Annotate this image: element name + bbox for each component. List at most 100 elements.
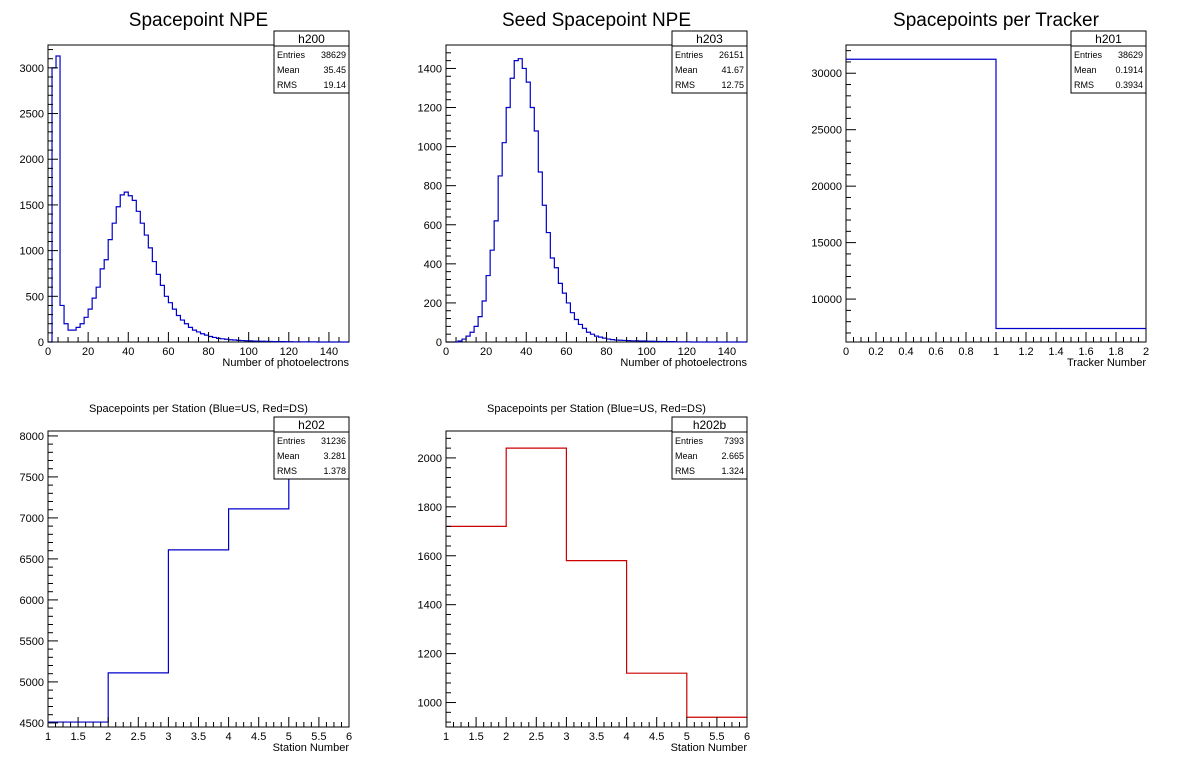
y-tick-label: 800 [424,181,442,193]
y-tick-label: 0 [38,337,44,349]
stats-row-value: 1.324 [721,466,744,476]
stats-row-label: RMS [675,466,695,476]
x-tick-label: 100 [637,346,655,358]
stats-row-label: Entries [675,436,704,446]
x-tick-label: 1 [993,346,999,358]
stats-row-value: 19.14 [323,80,346,90]
x-tick-label: 80 [600,346,612,358]
y-tick-label: 25000 [811,125,842,137]
y-tick-label: 3000 [20,63,44,75]
histogram-line [446,58,747,343]
y-tick-label: 200 [424,298,442,310]
x-tick-label: 2 [105,731,111,743]
stats-box-frame [671,30,748,94]
stats-row-value: 26151 [719,50,744,60]
stats-box-frame [273,416,350,480]
stats-row-value: 38629 [321,50,346,60]
x-tick-label: 3 [563,731,569,743]
y-tick-label: 15000 [811,238,842,250]
stats-row-label: RMS [277,80,297,90]
x-tick-label: 2 [1143,346,1149,358]
stats-row-value: 12.75 [721,80,744,90]
y-tick-label: 2000 [418,453,442,465]
y-tick-label: 1000 [20,246,44,258]
x-axis-label: Number of photoelectrons [222,357,349,369]
x-tick-label: 1 [45,731,51,743]
x-tick-label: 1.4 [1048,346,1063,358]
y-tick-label: 600 [424,220,442,232]
x-tick-label: 2.5 [529,731,544,743]
stats-row-value: 3.281 [323,451,346,461]
stats-box-name: h202b [693,418,727,432]
y-tick-label: 1400 [418,63,442,75]
x-tick-label: 6 [744,731,750,743]
stats-box: h200 Entries 38629 Mean 35.45 RMS 19.14 [273,30,350,94]
stats-row-label: RMS [1074,80,1094,90]
stats-row-label: Entries [277,50,306,60]
stats-row-label: Entries [675,50,704,60]
x-tick-label: 120 [678,346,696,358]
histogram-line [846,58,1146,330]
y-tick-label: 1800 [418,502,442,514]
x-tick-label: 120 [280,346,298,358]
stats-row-value: 38629 [1118,50,1143,60]
panel-h200: Spacepoint NPE 0 20 40 60 80 100 120 140 0 500 1000… [0,0,398,386]
stats-box: h201 Entries 38629 Mean 0.1914 RMS 0.3934 [1070,30,1147,94]
x-tick-label: 40 [520,346,532,358]
x-axis-label: Tracker Number [1067,357,1146,369]
stats-row-value: 7393 [724,436,744,446]
stats-box-name: h202 [298,418,325,432]
y-tick-label: 20000 [811,181,842,193]
chart-title: Spacepoints per Station (Blue=US, Red=DS… [487,403,706,415]
stats-row-value: 0.3934 [1115,80,1143,90]
x-tick-label: 20 [82,346,94,358]
stats-row-label: Mean [1074,65,1097,75]
x-tick-label: 4.5 [649,731,664,743]
stats-row-value: 35.45 [323,65,346,75]
x-tick-label: 6 [346,731,352,743]
y-tick-label: 7000 [20,513,44,525]
x-tick-label: 0.8 [958,346,973,358]
stats-row-label: RMS [277,466,297,476]
x-tick-label: 0 [443,346,449,358]
y-tick-label: 4500 [20,718,44,730]
x-tick-label: 1.8 [1108,346,1123,358]
x-tick-label: 4 [226,731,232,743]
x-tick-label: 5 [684,731,690,743]
y-tick-label: 500 [26,291,44,303]
x-tick-label: 60 [162,346,174,358]
x-tick-label: 60 [560,346,572,358]
histogram-line [48,444,349,723]
x-axis-label: Station Number [273,742,350,754]
x-tick-label: 40 [122,346,134,358]
x-tick-label: 3 [165,731,171,743]
x-tick-label: 5.5 [709,731,724,743]
chart-title: Spacepoints per Station (Blue=US, Red=DS… [89,403,308,415]
y-tick-label: 7500 [20,472,44,484]
x-tick-label: 140 [320,346,338,358]
stats-row-value: 31236 [321,436,346,446]
panel-h203: Seed Spacepoint NPE 0 20 40 60 80 100 120 140 0 20… [398,0,798,386]
x-tick-label: 1.5 [70,731,85,743]
stats-row-label: Mean [277,65,300,75]
chart-h202: Spacepoints per Station (Blue=US, Red=DS… [20,403,353,754]
stats-box-name: h203 [696,32,723,46]
stats-box: h202b Entries 7393 Mean 2.665 RMS 1.324 [671,416,748,480]
x-tick-label: 4 [624,731,630,743]
y-tick-label: 1000 [418,698,442,710]
y-tick-label: 1400 [418,600,442,612]
x-axis-label: Station Number [671,742,748,754]
y-tick-label: 2000 [20,154,44,166]
chart-title: Spacepoints per Tracker [893,10,1100,31]
x-axis-label: Number of photoelectrons [620,357,747,369]
x-tick-label: 3.5 [191,731,206,743]
x-tick-label: 80 [202,346,214,358]
stats-box-frame [1070,30,1147,94]
y-tick-label: 8000 [20,431,44,443]
y-tick-label: 1600 [418,551,442,563]
y-tick-label: 6500 [20,554,44,566]
stats-row-label: Mean [675,451,698,461]
x-tick-label: 5.5 [311,731,326,743]
chart-h201: Spacepoints per Tracker 0 0.2 0.4 0.6 0.8 1 1.2… [811,10,1149,369]
stats-row-label: Entries [277,436,306,446]
